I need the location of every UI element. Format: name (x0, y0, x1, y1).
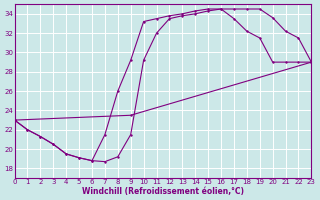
X-axis label: Windchill (Refroidissement éolien,°C): Windchill (Refroidissement éolien,°C) (82, 187, 244, 196)
